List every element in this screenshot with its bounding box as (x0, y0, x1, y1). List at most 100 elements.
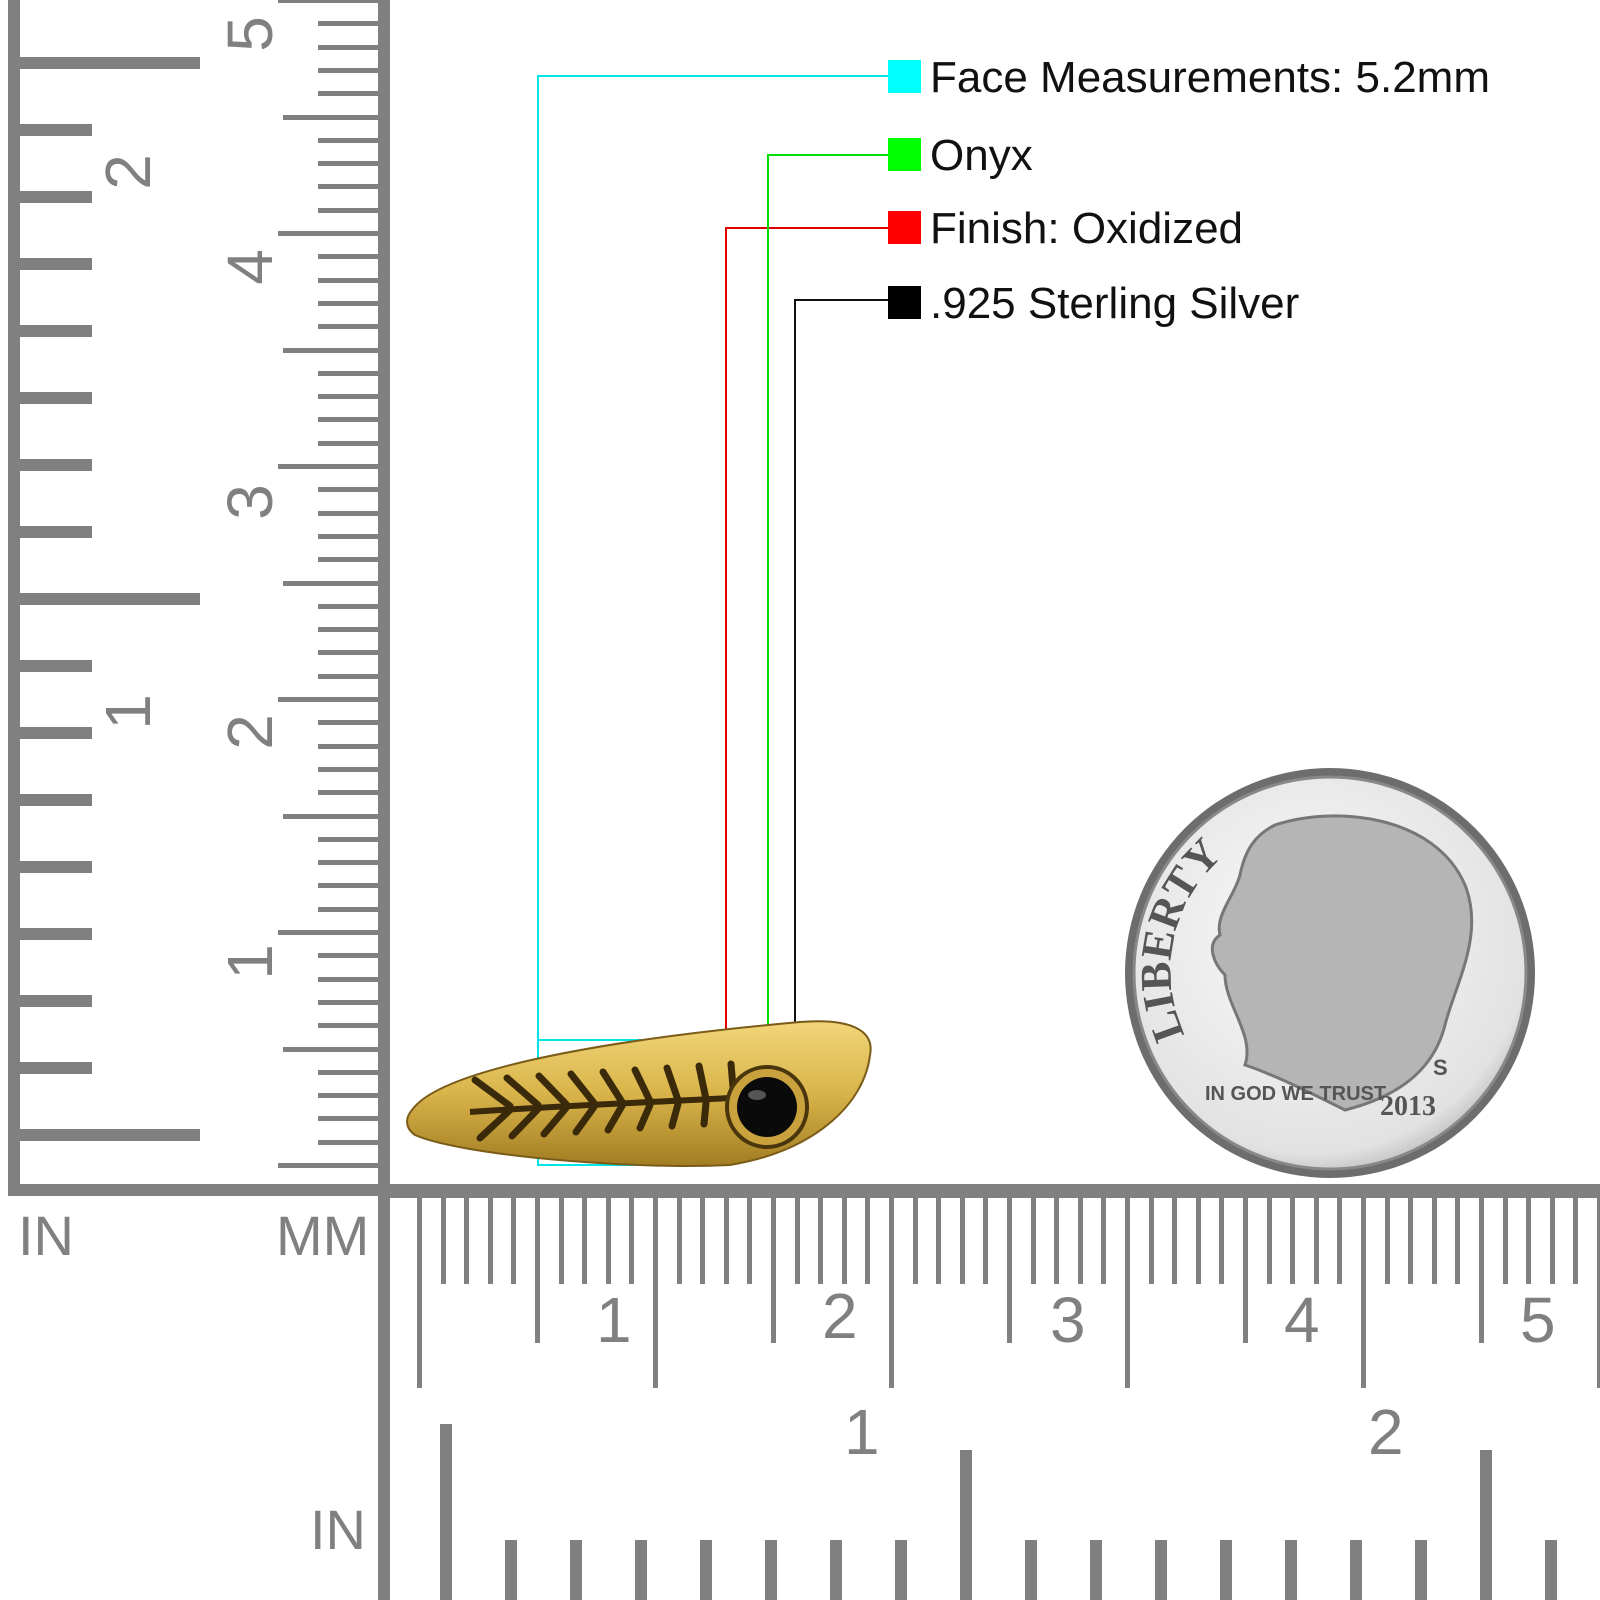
ruler-tick (318, 1139, 378, 1145)
ruler-tick (20, 325, 92, 337)
ruler-tick (318, 1023, 378, 1029)
ruler-tick (318, 743, 378, 749)
ruler-tick (700, 1540, 712, 1600)
leaf-vein-stroke (535, 1072, 570, 1108)
ruler-tick (1148, 1198, 1154, 1284)
ruler-tick (318, 67, 378, 73)
finish-line (725, 227, 888, 1060)
ruler-tick (318, 603, 378, 609)
ruler-tick (830, 1540, 842, 1600)
ruler-tick (318, 207, 378, 213)
ruler-tick (1243, 1198, 1248, 1343)
leaf-vein-stroke (599, 1068, 626, 1106)
ruler-tick (318, 836, 378, 842)
face-measurement-line (537, 75, 888, 1040)
ruler-tick (1455, 1198, 1461, 1284)
ruler-edge (378, 1184, 1600, 1198)
vertical-ruler: 1 2 1 2 3 4 5 (0, 0, 392, 1200)
leaf-vein-stroke (631, 1066, 654, 1105)
ruler-tick (1502, 1198, 1508, 1284)
ruler-tick (1054, 1198, 1060, 1284)
ruler-tick (318, 1093, 378, 1099)
ruler-tick (20, 861, 92, 873)
inch-unit-label: IN (310, 1498, 366, 1561)
ruler-edge (378, 1184, 390, 1600)
ruler-tick (983, 1198, 989, 1284)
ruler-tick (318, 417, 378, 423)
inch-number: 2 (1368, 1396, 1404, 1468)
ruler-tick (20, 459, 92, 471)
stone-line (767, 154, 888, 1085)
ruler-tick (1090, 1540, 1102, 1600)
ruler-tick (582, 1198, 588, 1284)
metal-line (794, 299, 888, 1040)
ruler-tick (1597, 1198, 1600, 1388)
ruler-tick (895, 1540, 907, 1600)
leaf-vein-stroke (695, 1062, 710, 1103)
stone-highlight (748, 1090, 766, 1100)
ruler-edge (378, 0, 390, 1196)
ruler-tick (278, 697, 378, 702)
ruler-tick (283, 347, 378, 353)
ruler-tick (318, 1069, 378, 1075)
ruler-tick (20, 57, 200, 69)
leaf-vein-stroke (471, 1076, 514, 1110)
ruler-tick (318, 860, 378, 866)
green-swatch (888, 138, 921, 171)
ruler-tick (889, 1198, 894, 1388)
coin-motto: IN GOD WE TRUST (1205, 1083, 1386, 1105)
ruler-tick (1285, 1540, 1297, 1600)
cm-number: 4 (1284, 1284, 1320, 1356)
coin-year: 2013 (1380, 1091, 1436, 1122)
ring-image (406, 1020, 872, 1167)
leaf-vein-stroke (567, 1070, 598, 1107)
ruler-tick (278, 1163, 378, 1168)
ruler-edge (8, 1184, 390, 1196)
ruler-tick (1350, 1540, 1362, 1600)
cyan-swatch (888, 60, 921, 93)
inch-number: 1 (844, 1396, 880, 1468)
ruler-tick (278, 930, 378, 935)
ruler-tick (1155, 1540, 1167, 1600)
ruler-tick (318, 91, 378, 97)
ruler-tick (318, 137, 378, 143)
ruler-tick (318, 533, 378, 539)
ruler-tick (558, 1198, 564, 1284)
legend-metal: .925 Sterling Silver (930, 279, 1300, 328)
cm-number: 2 (822, 1280, 858, 1352)
ruler-tick (318, 440, 378, 446)
ruler-tick (487, 1198, 493, 1284)
ruler-tick (700, 1198, 706, 1284)
ruler-tick (960, 1450, 972, 1600)
cm-number: 3 (1050, 1284, 1086, 1356)
ruler-tick (318, 627, 378, 633)
ruler-tick (318, 300, 378, 306)
dime-coin: LIBERTY IN GOD WE TRUST 2013 S (1125, 768, 1535, 1178)
leaf-vein-stroke (540, 1104, 570, 1138)
ruler-tick (318, 883, 378, 889)
ruler-tick (1384, 1198, 1390, 1284)
onyx-stone (737, 1077, 797, 1137)
ruler-tick (278, 0, 378, 3)
ruler-tick (318, 324, 378, 330)
ruler-tick (1479, 1198, 1484, 1343)
leaf-vein-stroke (636, 1101, 654, 1132)
ruler-tick (841, 1198, 847, 1284)
ruler-tick (20, 191, 92, 203)
ruler-tick (20, 124, 92, 136)
ruler-tick (1480, 1450, 1492, 1600)
ruler-tick (653, 1198, 658, 1388)
leaf-vein-stroke (508, 1105, 542, 1140)
ruler-tick (464, 1198, 470, 1284)
ruler-tick (1545, 1540, 1557, 1600)
ruler-tick (283, 813, 378, 819)
ruler-tick (818, 1198, 824, 1284)
ruler-tick (794, 1198, 800, 1284)
ruler-tick (283, 1046, 378, 1052)
ruler-tick (959, 1198, 965, 1284)
ruler-tick (20, 1129, 200, 1141)
leaf-vein-stroke (476, 1106, 514, 1142)
ruler-tick (1025, 1540, 1037, 1600)
ruler-tick (865, 1198, 871, 1284)
ruler-tick (283, 114, 378, 120)
